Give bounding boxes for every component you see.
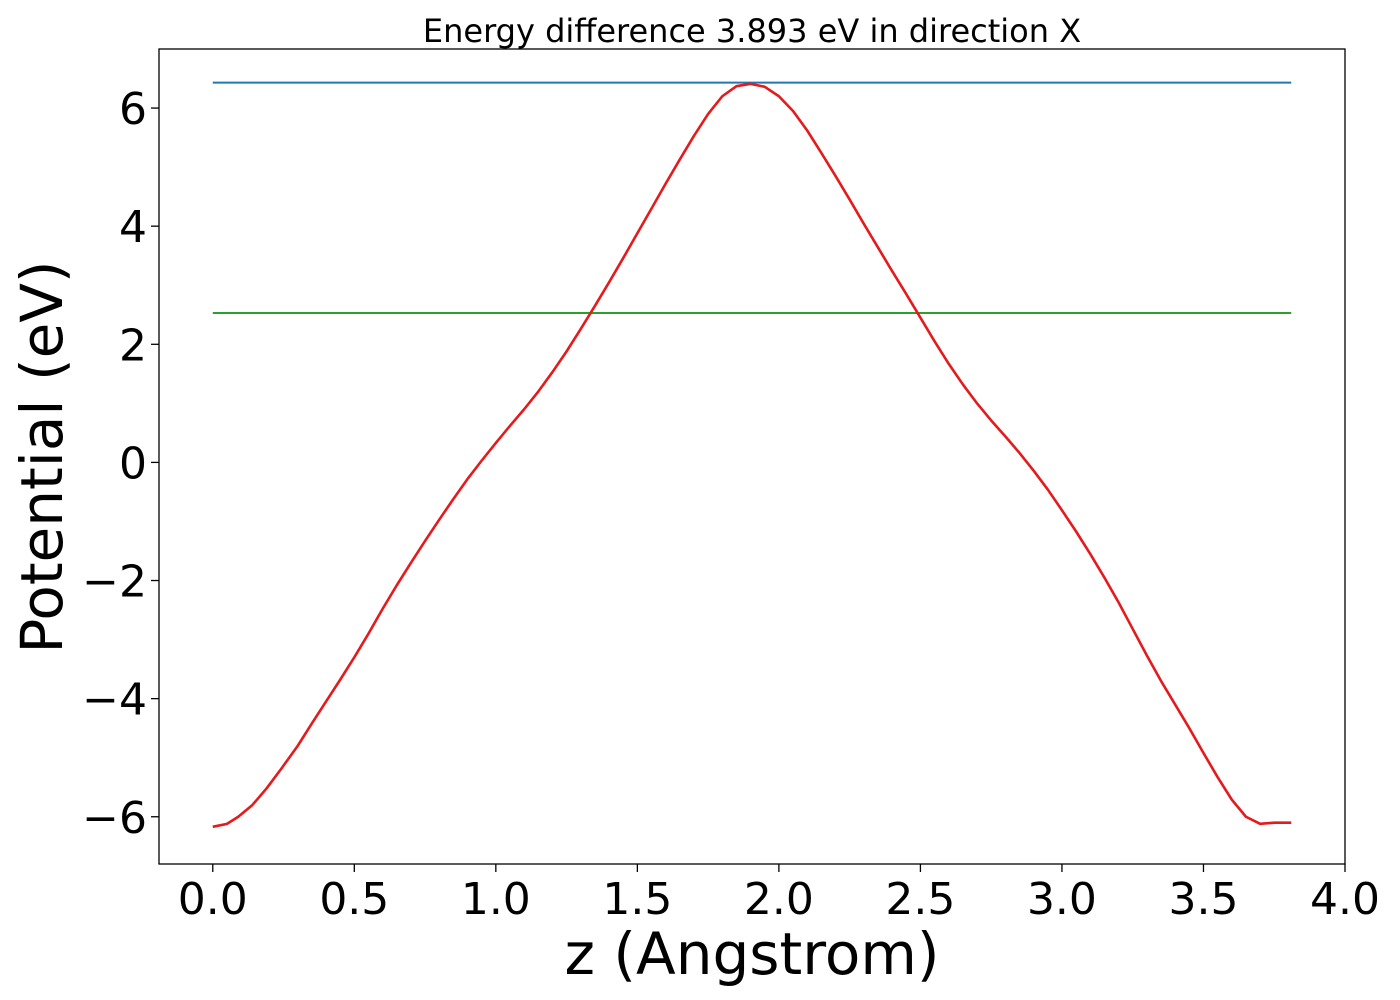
x-tick-label: 2.5 [885, 874, 955, 925]
y-tick-label: −4 [82, 675, 147, 726]
x-tick-label: 1.0 [461, 874, 531, 925]
y-tick-label: 0 [119, 438, 147, 489]
y-axis-ticks: −6 −4 −2 0 2 4 6 [82, 84, 159, 844]
plot-frame [158, 48, 1346, 865]
x-tick-label: 3.5 [1168, 874, 1238, 925]
y-axis-label: Potential (eV) [8, 260, 76, 653]
x-tick-label: 2.0 [744, 874, 814, 925]
y-tick-label: 2 [119, 320, 147, 371]
x-tick-label: 3.0 [1027, 874, 1097, 925]
y-tick-label: 6 [119, 84, 147, 135]
series-layer [212, 81, 1292, 829]
x-tick-label: 4.0 [1310, 874, 1380, 925]
y-tick-label: −2 [82, 557, 147, 608]
x-tick-label: 1.5 [602, 874, 672, 925]
y-tick-label: 4 [119, 202, 147, 253]
chart-title: Energy difference 3.893 eV in direction … [423, 12, 1081, 50]
x-tick-label: 0.5 [319, 874, 389, 925]
x-axis-ticks: 0.0 0.5 1.0 1.5 2.0 2.5 3.0 3.5 4.0 [178, 864, 1380, 925]
x-tick-label: 0.0 [178, 874, 248, 925]
series-line-3 [212, 82, 1292, 829]
y-tick-label: −6 [82, 793, 147, 844]
x-axis-label: z (Angstrom) [565, 920, 940, 988]
